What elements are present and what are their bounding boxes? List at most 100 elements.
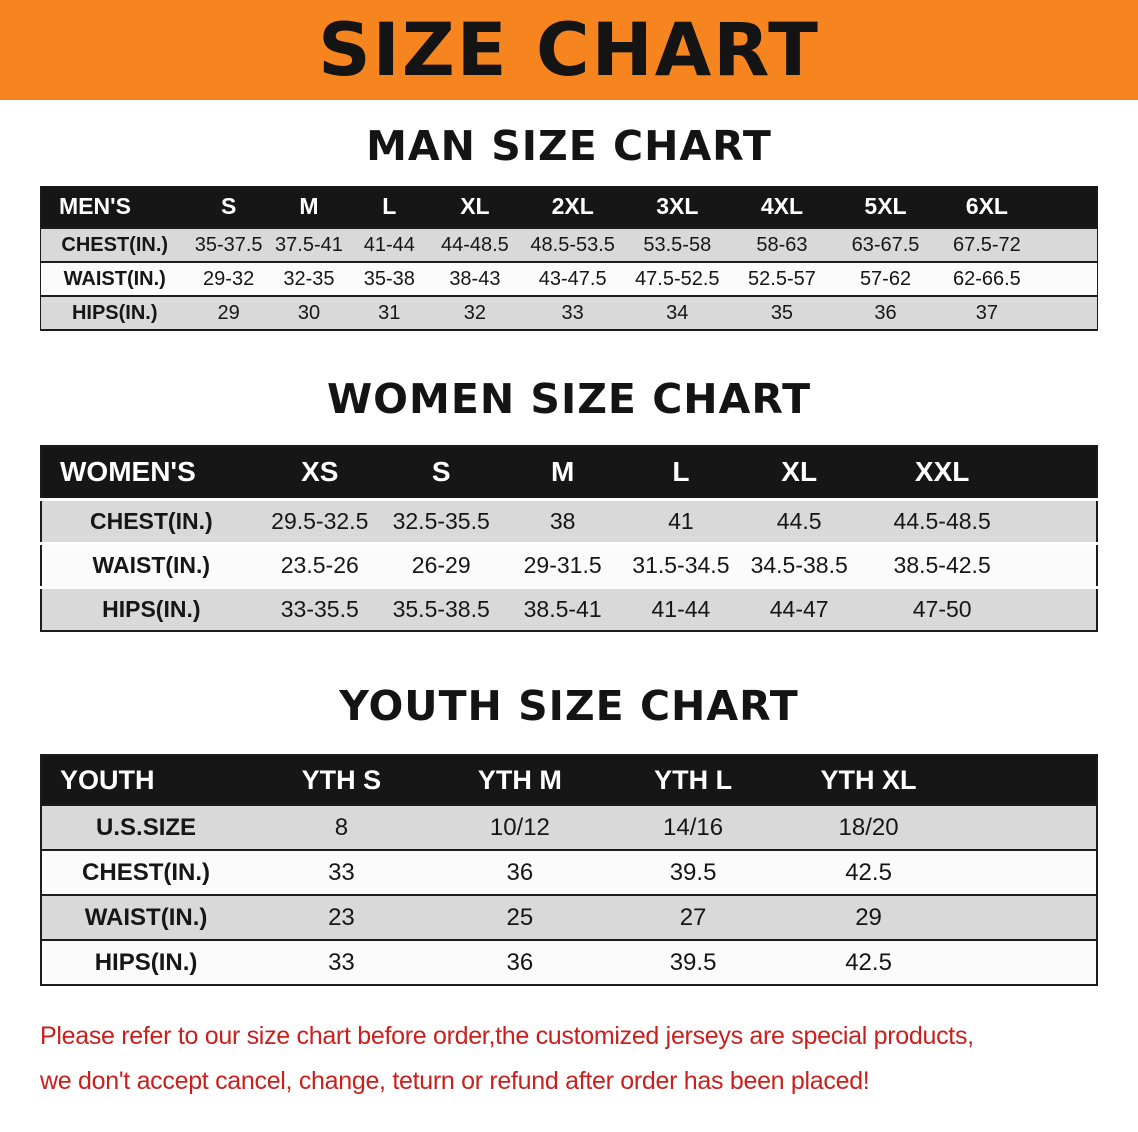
size-value-cell: 33 — [250, 939, 433, 985]
size-column-header: L — [349, 186, 430, 228]
size-value-cell: 14/16 — [607, 804, 780, 850]
size-value-cell: 52.5-57 — [729, 261, 835, 296]
size-column-header: YTH S — [250, 755, 433, 805]
size-chart-page: SIZE CHART MAN SIZE CHART MEN'S S M L XL 2XL 3… — [0, 0, 1138, 1104]
size-value-cell: 37.5-41 — [268, 227, 350, 262]
size-value-cell: 29-31.5 — [503, 541, 622, 587]
size-value-cell: 44.5-48.5 — [858, 497, 1097, 543]
size-column-header: S — [188, 186, 269, 228]
men-size-section: MAN SIZE CHART MEN'S S M L XL 2XL 3XL 4XL 5XL 6XL… — [0, 122, 1138, 331]
size-value-cell: 67.5-72 — [936, 227, 1098, 262]
youth-section-heading: YOUTH SIZE CHART — [339, 682, 799, 730]
table-header-row: MEN'S S M L XL 2XL 3XL 4XL 5XL 6XL — [40, 186, 1098, 228]
size-value-cell: 32.5-35.5 — [378, 497, 504, 543]
size-value-cell: 44-48.5 — [429, 227, 521, 262]
page-title: SIZE CHART — [318, 7, 820, 93]
size-value-cell: 38-43 — [429, 261, 521, 296]
size-value-cell: 29 — [779, 894, 1097, 940]
size-value-cell: 62-66.5 — [936, 261, 1098, 296]
order-note-line-1: Please refer to our size chart before or… — [40, 1022, 974, 1050]
size-value-cell: 39.5 — [607, 939, 780, 985]
size-value-cell: 32-35 — [268, 261, 350, 296]
size-value-cell: 34.5-38.5 — [740, 541, 859, 587]
size-value-cell: 36 — [834, 295, 937, 330]
row-label: HIPS(IN.) — [40, 295, 189, 330]
size-column-header: YTH XL — [779, 755, 1097, 805]
size-value-cell: 35-37.5 — [188, 227, 269, 262]
size-value-cell: 42.5 — [779, 939, 1097, 985]
order-note-line-2: we don't accept cancel, change, teturn o… — [40, 1067, 870, 1095]
size-value-cell: 23 — [250, 894, 433, 940]
women-size-table: WOMEN'S XS S M L XL XXL CHEST(IN.) 29.5-32.5 32.5… — [40, 445, 1098, 632]
size-value-cell: 26-29 — [378, 541, 504, 587]
size-column-header: XXL — [858, 446, 1097, 499]
row-label: WAIST(IN.) — [41, 541, 261, 587]
men-section-heading: MAN SIZE CHART — [366, 122, 772, 170]
women-size-section: WOMEN SIZE CHART WOMEN'S XS S M L XL XXL CHEST(… — [0, 375, 1138, 632]
size-table: WOMEN'S XS S M L XL XXL CHEST(IN.) 29.5-32.5 32.5… — [40, 445, 1098, 632]
size-value-cell: 63-67.5 — [834, 227, 937, 262]
banner: SIZE CHART — [0, 0, 1138, 100]
table-corner-label: MEN'S — [40, 186, 189, 228]
size-value-cell: 33 — [520, 295, 625, 330]
order-note: Please refer to our size chart before or… — [40, 1014, 1098, 1104]
size-column-header: YTH M — [432, 755, 607, 805]
size-value-cell: 30 — [268, 295, 350, 330]
size-value-cell: 31 — [349, 295, 430, 330]
table-row: WAIST(IN.) 23 25 27 29 — [41, 894, 1097, 940]
size-column-header: XL — [429, 186, 521, 228]
row-label: HIPS(IN.) — [41, 939, 251, 985]
size-value-cell: 48.5-53.5 — [520, 227, 625, 262]
table-row: HIPS(IN.) 33 36 39.5 42.5 — [41, 939, 1097, 985]
table-row: WAIST(IN.) 29-32 32-35 35-38 38-43 43-47.5 47.… — [40, 261, 1098, 296]
size-value-cell: 33-35.5 — [260, 585, 379, 631]
table-row: CHEST(IN.) 29.5-32.5 32.5-35.5 38 41 44.5 44.5… — [41, 497, 1097, 543]
size-value-cell: 41-44 — [349, 227, 430, 262]
size-value-cell: 35 — [729, 295, 835, 330]
size-value-cell: 38.5-41 — [503, 585, 622, 631]
table-corner-label: WOMEN'S — [41, 446, 261, 499]
size-value-cell: 25 — [432, 894, 607, 940]
row-label: CHEST(IN.) — [41, 497, 261, 543]
table-row: HIPS(IN.) 29 30 31 32 33 34 35 36 37 — [40, 295, 1098, 330]
size-value-cell: 41-44 — [621, 585, 741, 631]
size-value-cell: 44-47 — [740, 585, 859, 631]
size-value-cell: 32 — [429, 295, 521, 330]
row-label: CHEST(IN.) — [40, 227, 189, 262]
size-value-cell: 57-62 — [834, 261, 937, 296]
table-header-row: WOMEN'S XS S M L XL XXL — [41, 446, 1097, 499]
size-value-cell: 36 — [432, 849, 607, 895]
size-value-cell: 58-63 — [729, 227, 835, 262]
size-table: YOUTH YTH S YTH M YTH L YTH XL U.S.SIZE 8 10/12… — [40, 754, 1098, 986]
size-value-cell: 23.5-26 — [260, 541, 379, 587]
row-label: CHEST(IN.) — [41, 849, 251, 895]
size-column-header: S — [378, 446, 504, 499]
size-column-header: M — [503, 446, 622, 499]
size-column-header: XS — [260, 446, 379, 499]
table-header-row: YOUTH YTH S YTH M YTH L YTH XL — [41, 755, 1097, 805]
size-column-header: 6XL — [936, 186, 1098, 228]
size-column-header: YTH L — [607, 755, 780, 805]
size-value-cell: 39.5 — [607, 849, 780, 895]
size-column-header: 4XL — [729, 186, 835, 228]
size-value-cell: 31.5-34.5 — [621, 541, 741, 587]
size-column-header: M — [268, 186, 350, 228]
size-value-cell: 27 — [607, 894, 780, 940]
men-size-table: MEN'S S M L XL 2XL 3XL 4XL 5XL 6XL CHEST(IN.) 35-37… — [40, 186, 1098, 331]
size-value-cell: 43-47.5 — [520, 261, 625, 296]
size-table: MEN'S S M L XL 2XL 3XL 4XL 5XL 6XL CHEST(IN.) 35-37… — [40, 186, 1098, 331]
table-row: WAIST(IN.) 23.5-26 26-29 29-31.5 31.5-34.5 34… — [41, 541, 1097, 587]
table-row: HIPS(IN.) 33-35.5 35.5-38.5 38.5-41 41-44 44-… — [41, 585, 1097, 631]
size-value-cell: 42.5 — [779, 849, 1097, 895]
size-column-header: L — [621, 446, 741, 499]
size-value-cell: 8 — [250, 804, 433, 850]
size-column-header: 3XL — [624, 186, 730, 228]
size-value-cell: 38.5-42.5 — [858, 541, 1097, 587]
youth-size-section: YOUTH SIZE CHART YOUTH YTH S YTH M YTH L YTH… — [0, 682, 1138, 986]
size-value-cell: 29.5-32.5 — [260, 497, 379, 543]
size-value-cell: 10/12 — [432, 804, 607, 850]
table-row: U.S.SIZE 8 10/12 14/16 18/20 — [41, 804, 1097, 850]
size-column-header: 5XL — [834, 186, 937, 228]
size-value-cell: 47-50 — [858, 585, 1097, 631]
size-value-cell: 34 — [624, 295, 730, 330]
